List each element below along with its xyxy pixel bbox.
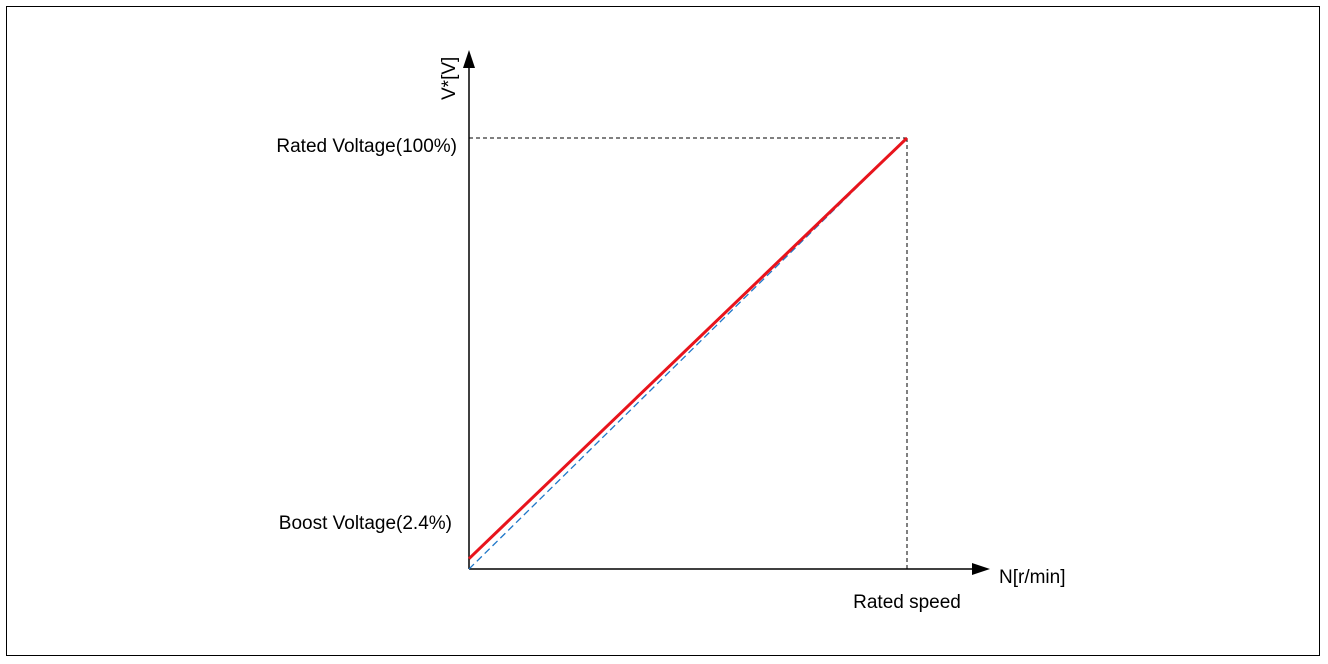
rated-speed-label: Rated speed bbox=[853, 592, 961, 613]
y-axis-label: V*[V] bbox=[439, 57, 460, 100]
y-axis-arrow-icon bbox=[463, 50, 475, 68]
rated-voltage-label: Rated Voltage(100%) bbox=[276, 136, 457, 157]
x-axis-arrow-icon bbox=[972, 563, 990, 575]
diagram-frame bbox=[6, 6, 1320, 656]
x-axis-label: N[r/min] bbox=[999, 567, 1066, 588]
vf-line bbox=[467, 136, 909, 560]
boost-voltage-label: Boost Voltage(2.4%) bbox=[279, 513, 452, 534]
